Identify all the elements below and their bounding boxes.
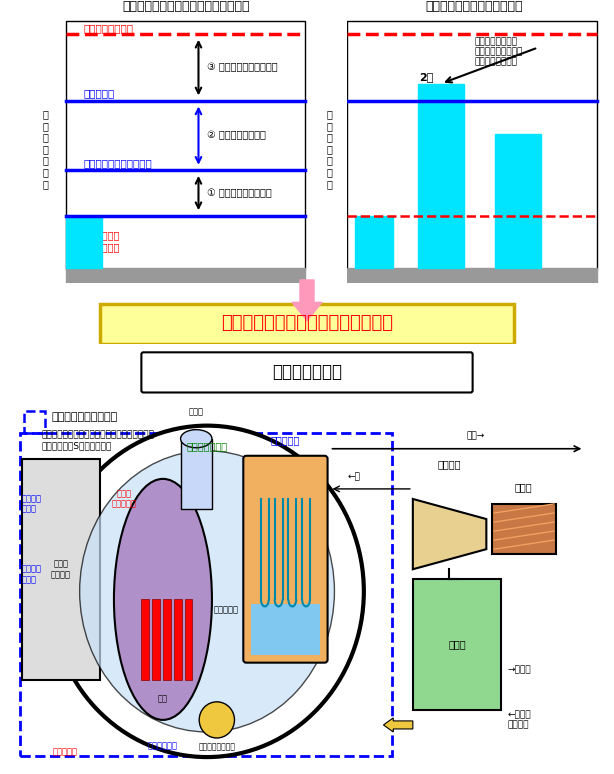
Bar [163, 599, 171, 680]
Text: ←取水口
（海水）: ←取水口 （海水） [508, 710, 532, 729]
Text: →放水口: →放水口 [508, 665, 532, 674]
Ellipse shape [114, 479, 212, 720]
Title: 機器耐震性裕度の確保の検証: 機器耐震性裕度の確保の検証 [426, 0, 523, 13]
Text: 原子炉
補助建屋: 原子炉 補助建屋 [51, 560, 71, 579]
Bar [24, 410, 45, 433]
FancyBboxPatch shape [100, 304, 514, 344]
Text: ① 解析手法がもつ余裕: ① 解析手法がもつ余裕 [208, 188, 272, 198]
Bar [347, 268, 597, 283]
Ellipse shape [181, 430, 212, 447]
Text: 設計（解析）で求めた値: 設計（解析）で求めた値 [84, 158, 152, 168]
Text: 余熱除去
系配管: 余熱除去 系配管 [22, 495, 42, 514]
Text: 対策の対象範囲: 対策の対象範囲 [272, 364, 342, 382]
Text: 機
器
に
か
か
る
力: 機 器 に か か る 力 [326, 109, 332, 189]
Bar [181, 439, 212, 509]
Text: 原子炉容器: 原子炉容器 [214, 605, 239, 614]
Ellipse shape [80, 450, 335, 732]
Text: ③ 設計基準値がもつ余裕: ③ 設計基準値がもつ余裕 [208, 63, 278, 73]
Text: 制御棒
（挿入性）: 制御棒 （挿入性） [111, 489, 136, 509]
Text: 機
器
に
か
か
る
力: 機 器 に か か る 力 [42, 109, 49, 189]
Bar [141, 599, 149, 680]
Bar [66, 268, 306, 283]
Bar [152, 599, 160, 680]
FancyBboxPatch shape [141, 352, 473, 392]
Bar [495, 135, 540, 268]
FancyArrow shape [292, 280, 322, 320]
Text: 一次冷却材ポンプ: 一次冷却材ポンプ [198, 742, 235, 751]
Text: ② 設計評価上の余裕: ② 設計評価上の余裕 [208, 131, 266, 141]
Bar [492, 504, 556, 554]
Text: 機器が破壊する力
以下であることを解
析や試験等で確認: 機器が破壊する力 以下であることを解 析や試験等で確認 [475, 37, 523, 67]
Text: 機器に実際
に加わる力: 機器に実際 に加わる力 [91, 231, 120, 252]
Bar [413, 579, 501, 710]
Text: 炉内構造物: 炉内構造物 [52, 748, 77, 756]
Text: 一次冷却材管: 一次冷却材管 [148, 741, 178, 751]
Text: 2倍: 2倍 [419, 71, 434, 81]
Text: （新耐震指針に照らした耐震安全性評価報告書
　記載の耐震Sクラス機器）: （新耐震指針に照らした耐震安全性評価報告書 記載の耐震Sクラス機器） [41, 430, 154, 450]
Text: 安全上重要な主な機器: 安全上重要な主な機器 [51, 412, 117, 422]
Text: ←水: ←水 [347, 472, 360, 481]
Bar [184, 599, 192, 680]
Text: 原子炉格納容器: 原子炉格納容器 [187, 440, 228, 450]
Bar [66, 216, 102, 268]
Bar [251, 604, 320, 655]
Text: 発電機: 発電機 [515, 482, 532, 492]
FancyArrow shape [383, 718, 413, 732]
Text: 復水器: 復水器 [448, 639, 466, 649]
Bar [418, 84, 464, 268]
Text: 必要に応じ耐震裕度向上対策を実施: 必要に応じ耐震裕度向上対策を実施 [221, 314, 393, 332]
Bar [20, 433, 392, 756]
Text: 余熱除去
ポンプ: 余熱除去 ポンプ [22, 564, 42, 584]
Title: 実機器の保有する耐震性裕度の説明図: 実機器の保有する耐震性裕度の説明図 [122, 0, 249, 13]
Text: タービン: タービン [437, 459, 461, 469]
Bar [354, 216, 393, 268]
Text: 燃料: 燃料 [158, 695, 168, 704]
Text: 設計基準値: 設計基準値 [84, 88, 115, 98]
Circle shape [199, 702, 235, 738]
Polygon shape [413, 499, 486, 569]
FancyBboxPatch shape [243, 456, 328, 663]
Text: 蒸気発生器: 蒸気発生器 [271, 435, 300, 445]
Text: 加圧器: 加圧器 [188, 408, 204, 416]
Text: 蒸気→: 蒸気→ [467, 432, 485, 440]
Text: 機器が破損する力: 機器が破損する力 [84, 23, 134, 33]
Bar [22, 459, 100, 680]
Bar [174, 599, 182, 680]
Ellipse shape [50, 426, 364, 757]
